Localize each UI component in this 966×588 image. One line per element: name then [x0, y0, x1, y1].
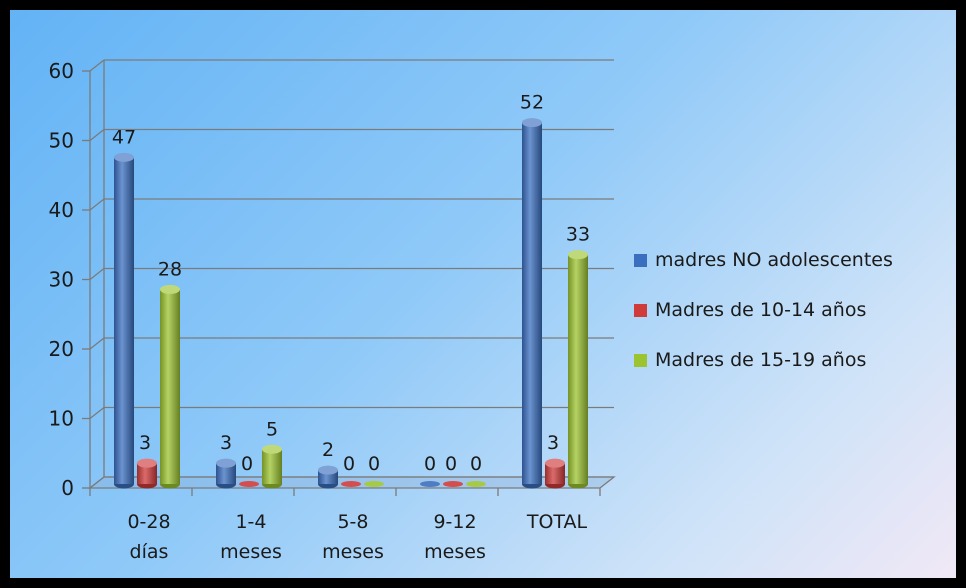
data-label: 47 — [112, 126, 136, 148]
y-tick-label: 10 — [49, 407, 74, 431]
data-label: 0 — [470, 453, 482, 475]
data-label: 0 — [424, 453, 436, 475]
bar — [568, 250, 588, 489]
bar — [545, 458, 565, 489]
bar — [364, 481, 384, 487]
legend-swatch-red-icon — [634, 303, 647, 317]
data-label: 0 — [343, 453, 355, 475]
data-label: 0 — [445, 453, 457, 475]
data-label: 52 — [520, 92, 544, 114]
bar — [114, 152, 134, 489]
data-label: 3 — [220, 432, 232, 454]
legend-label: madres NO adolescentes — [655, 249, 893, 271]
y-tick-label: 30 — [49, 268, 74, 292]
gridline-side — [89, 267, 105, 281]
gridline-side — [89, 198, 105, 211]
data-label: 5 — [266, 418, 278, 440]
y-tick-label: 40 — [49, 198, 74, 222]
gridline-side — [89, 59, 105, 72]
legend-item-madres-10-14: Madres de 10-14 años — [634, 292, 956, 328]
legend-swatch-blue-icon — [634, 253, 647, 267]
x-tick-label: 0-28 días — [127, 511, 170, 563]
x-tick-label: 5-8 meses — [322, 511, 384, 563]
legend-item-madres-15-19: Madres de 15-19 años — [634, 342, 956, 378]
legend: madres NO adolescentes Madres de 10-14 a… — [634, 242, 956, 392]
bar — [443, 481, 463, 487]
bar — [137, 458, 157, 489]
data-label: 0 — [241, 453, 253, 475]
data-label: 33 — [566, 224, 590, 246]
legend-swatch-green-icon — [634, 353, 647, 367]
data-label: 3 — [547, 432, 559, 454]
y-tick-label: 20 — [49, 337, 74, 361]
y-tick-label: 60 — [49, 59, 74, 83]
bar — [466, 481, 486, 487]
data-label: 0 — [368, 453, 380, 475]
y-tick-label: 0 — [61, 476, 74, 500]
gridline-side — [89, 406, 105, 420]
gridline-side — [89, 337, 105, 350]
bar — [216, 458, 236, 489]
bar — [160, 284, 180, 489]
legend-label: Madres de 15-19 años — [655, 349, 867, 371]
bar — [522, 118, 542, 489]
legend-item-madres-no-adolescentes: madres NO adolescentes — [634, 242, 956, 278]
bar — [239, 481, 259, 487]
legend-label: Madres de 10-14 años — [655, 299, 867, 321]
x-tick-label: TOTAL — [526, 511, 588, 533]
bar — [262, 444, 282, 489]
bars — [114, 118, 588, 489]
x-tick-label: 9-12 meses — [424, 511, 486, 563]
data-label: 3 — [139, 432, 151, 454]
data-label: 28 — [158, 258, 182, 280]
data-label: 2 — [322, 439, 334, 461]
gridline-side — [89, 128, 105, 142]
bar — [318, 465, 338, 489]
bar — [341, 481, 361, 487]
bar — [420, 481, 440, 487]
y-tick-label: 50 — [49, 129, 74, 153]
x-tick-label: 1-4 meses — [220, 511, 282, 563]
